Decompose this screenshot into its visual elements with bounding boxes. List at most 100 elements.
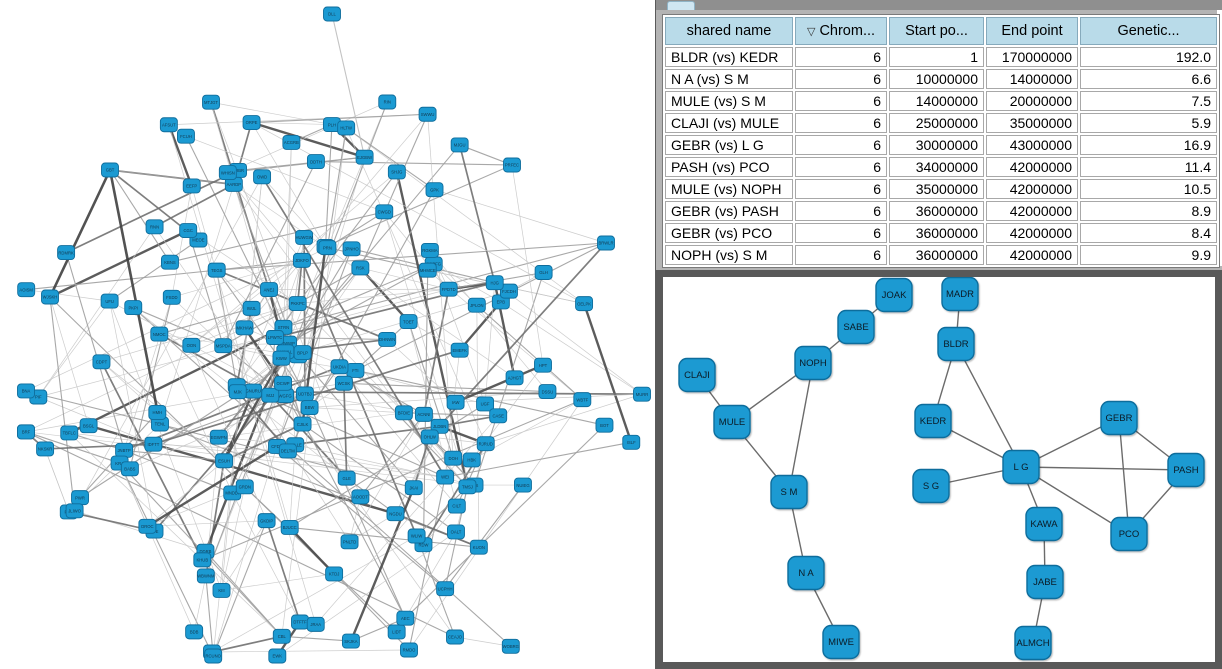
network-node[interactable]: LIDT: [387, 624, 406, 640]
node-SG[interactable]: S G: [912, 468, 950, 504]
network-node[interactable]: PWR: [71, 490, 89, 506]
network-node[interactable]: DTFTF: [291, 614, 309, 630]
node-shape[interactable]: [306, 154, 325, 170]
node-shape[interactable]: [325, 566, 344, 582]
node-shape[interactable]: [120, 461, 139, 477]
network-node[interactable]: DDTH: [306, 154, 325, 170]
node-LG[interactable]: L G: [1002, 449, 1040, 485]
node-shape[interactable]: [293, 416, 312, 432]
node-shape[interactable]: [100, 293, 119, 309]
table-cell[interactable]: 35000000: [986, 113, 1078, 133]
table-cell[interactable]: 43000000: [986, 135, 1078, 155]
node-shape[interactable]: [633, 386, 651, 402]
network-node[interactable]: BFDIE: [394, 405, 413, 421]
network-node[interactable]: CEAJO: [446, 629, 464, 645]
column-header-genetic---[interactable]: Genetic...: [1080, 17, 1217, 45]
network-node[interactable]: RJRUD: [476, 436, 495, 452]
filter-icon[interactable]: ▽: [806, 26, 816, 38]
node-shape[interactable]: [787, 555, 825, 591]
node-shape[interactable]: [101, 162, 119, 178]
node-shape[interactable]: [334, 375, 353, 391]
network-node[interactable]: TMSJ: [458, 479, 477, 495]
table-row[interactable]: MULE (vs) NOPH 6 35000000 42000000 10.5: [665, 179, 1217, 199]
table-row[interactable]: GEBR (vs) PCO 6 36000000 42000000 8.4: [665, 223, 1217, 243]
node-shape[interactable]: [937, 326, 975, 362]
node-shape[interactable]: [534, 357, 552, 373]
node-MULE[interactable]: MULE: [713, 404, 751, 440]
node-shape[interactable]: [268, 648, 287, 664]
network-node[interactable]: OWD: [253, 169, 272, 185]
node-shape[interactable]: [177, 128, 195, 144]
node-shape[interactable]: [436, 581, 455, 597]
table-cell[interactable]: GEBR (vs) PASH: [665, 201, 793, 221]
node-shape[interactable]: [145, 219, 164, 235]
node-BLDR[interactable]: BLDR: [937, 326, 975, 362]
node-shape[interactable]: [159, 117, 178, 133]
network-node[interactable]: RSK: [351, 260, 370, 276]
table-cell[interactable]: 6: [795, 47, 887, 67]
node-NA[interactable]: N A: [787, 555, 825, 591]
table-cell[interactable]: PASH (vs) PCO: [665, 157, 793, 177]
node-shape[interactable]: [212, 582, 231, 598]
node-shape[interactable]: [318, 240, 337, 256]
node-shape[interactable]: [235, 479, 254, 495]
table-cell[interactable]: 11.4: [1080, 157, 1217, 177]
network-node[interactable]: EJGBW: [355, 149, 374, 165]
node-shape[interactable]: [378, 332, 397, 347]
node-shape[interactable]: [260, 282, 278, 298]
network-node[interactable]: SHJG: [387, 164, 406, 180]
node-shape[interactable]: [79, 418, 98, 434]
node-shape[interactable]: [420, 243, 439, 258]
network-node[interactable]: JPNHO: [342, 241, 361, 257]
network-node[interactable]: MJJ: [261, 387, 280, 403]
table-row[interactable]: MULE (vs) S M 6 14000000 20000000 7.5: [665, 91, 1217, 111]
network-node[interactable]: HBK: [462, 452, 481, 468]
node-shape[interactable]: [182, 178, 201, 194]
network-node[interactable]: EWK: [268, 648, 287, 664]
network-node[interactable]: GLE: [337, 470, 356, 486]
node-shape[interactable]: [242, 115, 261, 130]
network-node[interactable]: JNBTP: [115, 442, 134, 458]
node-shape[interactable]: [41, 289, 59, 305]
node-shape[interactable]: [444, 450, 463, 466]
network-node[interactable]: GPK: [425, 182, 444, 198]
network-node[interactable]: FTI: [346, 363, 365, 378]
network-node[interactable]: CASE: [489, 408, 508, 424]
node-shape[interactable]: [150, 326, 169, 342]
node-shape[interactable]: [341, 633, 360, 649]
node-shape[interactable]: [92, 354, 111, 370]
table-cell[interactable]: CLAJI (vs) MULE: [665, 113, 793, 133]
node-shape[interactable]: [272, 350, 291, 366]
network-node[interactable]: NGDU: [386, 506, 405, 522]
table-cell[interactable]: 16.9: [1080, 135, 1217, 155]
network-node[interactable]: RDMRK: [57, 245, 76, 261]
node-shape[interactable]: [678, 357, 716, 393]
network-node[interactable]: KWW: [272, 350, 291, 366]
network-node[interactable]: GBT: [101, 162, 119, 178]
network-node[interactable]: JKAI: [404, 480, 423, 496]
node-shape[interactable]: [399, 314, 418, 330]
node-shape[interactable]: [450, 342, 469, 358]
node-shape[interactable]: [1025, 506, 1063, 542]
table-cell[interactable]: N A (vs) S M: [665, 69, 793, 89]
large-network-canvas[interactable]: DLLGBTWJSKHTENLLGKDTDTFTFRMDOCEAJOBRWLRP…: [0, 0, 655, 669]
node-shape[interactable]: [215, 453, 234, 469]
network-node[interactable]: EMEFK: [450, 342, 469, 358]
node-PASH[interactable]: PASH: [1167, 452, 1205, 488]
network-node[interactable]: BRF: [17, 424, 35, 440]
network-node[interactable]: MTJGT: [202, 94, 220, 110]
table-cell[interactable]: 6: [795, 179, 887, 199]
table-cell[interactable]: 42000000: [986, 201, 1078, 221]
network-node[interactable]: FSDD: [162, 289, 181, 305]
table-row[interactable]: GEBR (vs) L G 6 30000000 43000000 16.9: [665, 135, 1217, 155]
network-node[interactable]: CILT: [447, 498, 466, 514]
node-shape[interactable]: [462, 452, 481, 468]
network-node[interactable]: JLIWO: [65, 503, 84, 519]
node-CLAJI[interactable]: CLAJI: [678, 357, 716, 393]
network-node[interactable]: HUWGW: [295, 229, 314, 245]
network-node[interactable]: IDFTT: [144, 436, 163, 452]
node-shape[interactable]: [414, 406, 433, 422]
node-shape[interactable]: [340, 534, 359, 550]
node-shape[interactable]: [342, 241, 361, 257]
network-node[interactable]: ESUH: [215, 453, 234, 469]
